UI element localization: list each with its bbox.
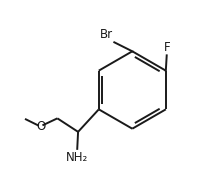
Text: NH₂: NH₂ — [66, 151, 88, 164]
Text: Br: Br — [100, 28, 113, 41]
Text: O: O — [36, 120, 45, 133]
Text: F: F — [163, 41, 170, 55]
